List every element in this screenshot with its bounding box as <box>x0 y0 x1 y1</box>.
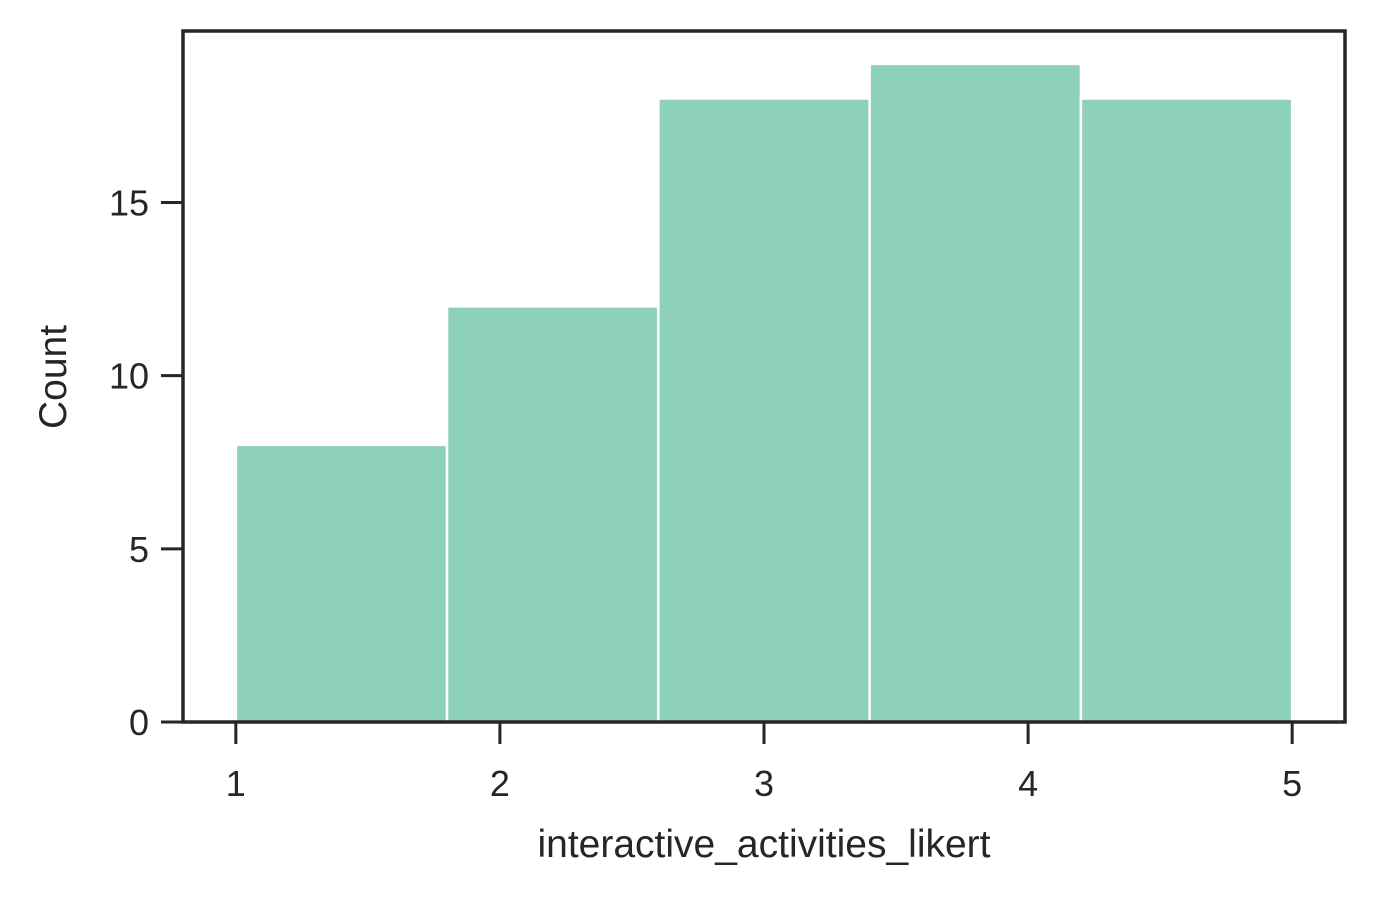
y-axis-ticks: 0 5 10 15 <box>109 182 183 743</box>
x-tick-label: 1 <box>226 763 246 804</box>
y-tick-label: 15 <box>109 182 149 223</box>
plot-frame <box>181 29 1347 724</box>
y-axis-label: Count <box>32 325 75 429</box>
histogram-bar-2 <box>445 305 660 724</box>
x-tick-label: 4 <box>1018 763 1038 804</box>
histogram-bar-3 <box>657 97 871 724</box>
x-tick-label: 5 <box>1282 763 1302 804</box>
x-tick-label: 3 <box>754 763 774 804</box>
x-axis-ticks: 1 2 3 4 5 <box>226 722 1302 804</box>
histogram-bar-1 <box>234 443 449 724</box>
x-axis-label: interactive_activities_likert <box>537 823 990 866</box>
y-tick-label: 5 <box>129 529 149 570</box>
bars-group <box>234 62 1294 724</box>
histogram-bar-4 <box>868 62 1083 724</box>
x-tick-label: 2 <box>490 763 510 804</box>
y-tick-label: 0 <box>129 702 149 743</box>
histogram-bar-5 <box>1079 97 1294 724</box>
y-tick-label: 10 <box>109 356 149 397</box>
